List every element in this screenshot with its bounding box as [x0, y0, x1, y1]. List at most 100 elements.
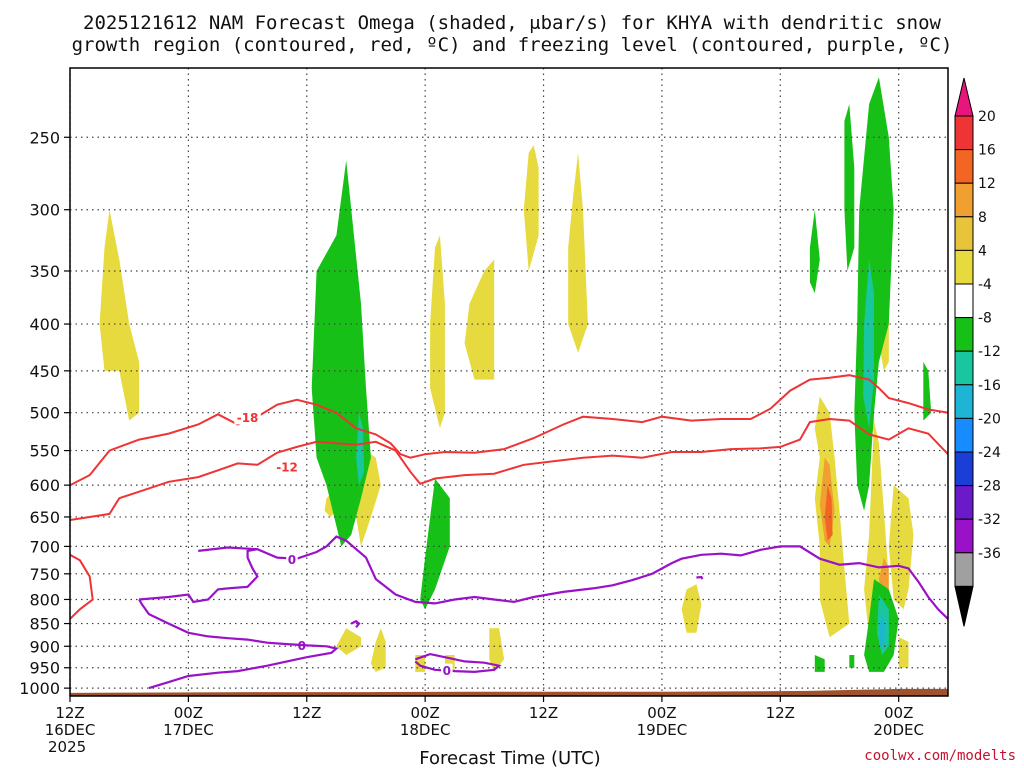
- y-tick-label-950: 950: [29, 659, 60, 678]
- axes: 250 300 350 400 450 500 550 600 650 700 750 800 850 9…: [19, 67, 949, 756]
- x-tick-label-1-1: 00Z: [174, 704, 203, 722]
- y-tick-label-450: 450: [29, 362, 60, 381]
- freezing-contour-label-0: 0: [288, 553, 296, 567]
- x-tick-label-5-1: 00Z: [647, 704, 676, 722]
- omega-region-18: [898, 637, 909, 668]
- omega-region-17: [888, 485, 914, 610]
- grid-lines: [69, 68, 948, 696]
- colorbar-segment-4: [954, 216, 974, 251]
- omega-region-24: [809, 209, 820, 294]
- freezing-contour-label-bg-0: [286, 552, 298, 567]
- omega-region-7: [489, 628, 505, 672]
- terrain-fill: [70, 688, 948, 696]
- x-tick-label-1-2: 17DEC: [163, 721, 214, 739]
- x-axis-label: Forecast Time (UTC): [419, 748, 600, 768]
- colorbar-label-8: -16: [978, 378, 1001, 394]
- y-tick-label-1000: 1000: [19, 679, 60, 698]
- y-tick-label-250: 250: [29, 128, 60, 147]
- freezing-contour-line-1: [139, 548, 259, 604]
- colorbar-top-arrow: [954, 77, 974, 117]
- x-tick-label-0-3: 2025: [48, 738, 86, 756]
- colorbar-label-3: 8: [978, 210, 987, 226]
- y-tick-label-850: 850: [29, 615, 60, 634]
- omega-region-2: [356, 450, 381, 547]
- omega-region-0: [99, 209, 140, 421]
- colorbar-segment-14: [954, 552, 974, 587]
- x-tick-label-0-1: 12Z: [55, 704, 84, 722]
- omega-region-8: [430, 235, 445, 429]
- terrain-ground: [70, 688, 948, 696]
- colorbar-segment-9: [954, 384, 974, 419]
- colorbar-label-13: -36: [978, 546, 1001, 562]
- freezing-contour-label-bg-3: [441, 663, 453, 678]
- colorbar-segment-11: [954, 451, 974, 487]
- y-tick-label-600: 600: [29, 476, 60, 495]
- colorbar-label-6: -8: [978, 311, 992, 327]
- colorbar-segment-3: [954, 182, 974, 218]
- x-tick-label-7-1: 00Z: [884, 704, 913, 722]
- freezing-contour-line-3: [414, 652, 502, 674]
- colorbar-label-12: -32: [978, 512, 1001, 528]
- dgz-contour-label-bg-0: [234, 410, 261, 425]
- y-tick-label-750: 750: [29, 565, 60, 584]
- colorbar-label-11: -28: [978, 479, 1001, 495]
- colorbar-segment-12: [954, 485, 974, 520]
- y-tick-label-300: 300: [29, 201, 60, 220]
- colorbar-label-7: -12: [978, 344, 1001, 360]
- omega-region-30: [849, 655, 855, 668]
- omega-region-4: [370, 628, 386, 672]
- omega-region-34: [878, 614, 885, 647]
- colorbar-segment-7: [954, 317, 974, 352]
- omega-region-22: [311, 160, 371, 547]
- freezing-contour-line-4: [350, 619, 361, 628]
- colorbar-label-5: -4: [978, 277, 992, 293]
- colorbar-label-10: -24: [978, 445, 1001, 461]
- colorbar-label-9: -20: [978, 411, 1001, 427]
- omega-region-27: [923, 361, 932, 421]
- colorbar-segment-5: [954, 249, 974, 285]
- x-tick-label-2-1: 12Z: [292, 704, 321, 722]
- colorbar-segment-2: [954, 149, 974, 184]
- dgz-contour-label-1: -12: [276, 460, 298, 474]
- omega-region-21: [824, 485, 833, 541]
- title-line-2: growth region (contoured, red, ºC) and f…: [72, 34, 953, 56]
- colorbar-segment-13: [954, 518, 974, 554]
- title-line-1: 2025121612 NAM Forecast Omega (shaded, μ…: [83, 12, 941, 34]
- dgz-contour-line-2: [70, 553, 94, 620]
- colorbar-label-0: 20: [978, 109, 996, 125]
- y-tick-label-800: 800: [29, 590, 60, 609]
- y-tick-label-550: 550: [29, 442, 60, 461]
- freezing-contour-line-5: [696, 575, 704, 580]
- y-tick-label-700: 700: [29, 537, 60, 556]
- omega-region-12: [681, 584, 702, 633]
- credit-text: coolwx.com/modelts: [864, 748, 1016, 764]
- y-tick-label-500: 500: [29, 404, 60, 423]
- colorbar: 20 16 12 8 4 -4 -8 -12 -16 -20 -24 -28 -32 -36: [954, 77, 1001, 627]
- omega-region-3: [336, 628, 361, 655]
- x-tick-label-4-1: 12Z: [529, 704, 558, 722]
- freezing-contour-line-2: [138, 598, 339, 690]
- colorbar-segment-6: [954, 283, 974, 319]
- x-tick-label-6-1: 12Z: [766, 704, 795, 722]
- colorbar-segment-10: [954, 417, 974, 453]
- colorbar-bottom-arrow: [954, 585, 974, 627]
- y-tick-label-400: 400: [29, 315, 60, 334]
- y-tick-label-650: 650: [29, 508, 60, 527]
- dgz-contour-line-1: [70, 417, 948, 521]
- omega-region-9: [464, 259, 495, 380]
- x-tick-label-3-2: 18DEC: [400, 721, 451, 739]
- freezing-contour-line-0: [198, 535, 948, 620]
- plot-frame: [69, 67, 949, 697]
- omega-region-11: [568, 152, 588, 353]
- x-tick-label-0-2: 16DEC: [45, 721, 96, 739]
- dgz-contour-label-bg-1: [273, 459, 301, 474]
- colorbar-label-1: 16: [978, 143, 996, 159]
- freezing-contour-label-3: 0: [443, 664, 451, 678]
- colorbar-label-4: 4: [978, 243, 987, 259]
- y-tick-label-350: 350: [29, 262, 60, 281]
- omega-region-25: [844, 104, 855, 271]
- colorbar-segment-8: [954, 350, 974, 386]
- colorbar-segment-1: [954, 115, 974, 151]
- omega-region-23: [420, 478, 450, 610]
